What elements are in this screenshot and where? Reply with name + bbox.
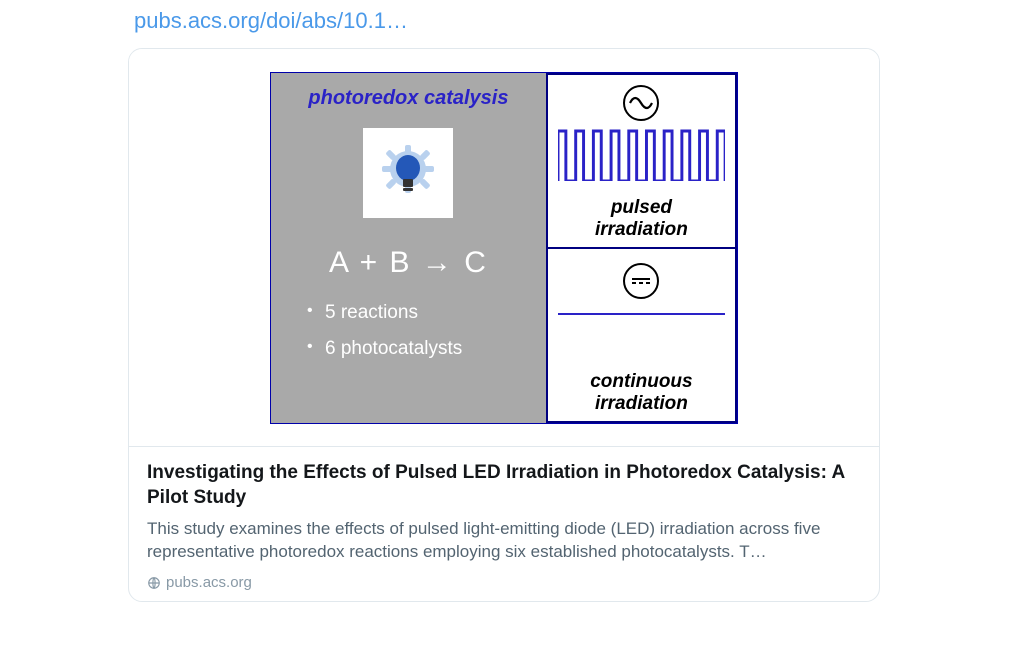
graphic-left-title: photoredox catalysis xyxy=(285,87,532,110)
lightbulb-icon xyxy=(376,141,440,205)
dc-source-icon xyxy=(623,263,659,299)
card-domain-row: pubs.acs.org xyxy=(147,574,861,591)
graphic-bullet-list: 5 reactions 6 photocatalysts xyxy=(285,302,532,360)
source-url-link[interactable]: pubs.acs.org/doi/abs/10.1… xyxy=(134,8,408,34)
pulsed-waveform xyxy=(558,127,725,181)
bullet-item: 5 reactions xyxy=(307,302,532,324)
card-domain-text: pubs.acs.org xyxy=(166,574,252,591)
continuous-waveform xyxy=(558,313,725,315)
ac-source-icon xyxy=(623,85,659,121)
card-description: This study examines the effects of pulse… xyxy=(147,518,861,564)
card-hero-image: photoredox catalysis xyxy=(129,49,879,447)
link-preview-card[interactable]: photoredox catalysis xyxy=(128,48,880,602)
bullet-item: 6 photocatalysts xyxy=(307,338,532,360)
link-icon xyxy=(147,576,161,590)
continuous-caption: continuousirradiation xyxy=(548,371,735,415)
reaction-equation: A + B → C xyxy=(285,246,532,280)
lightbulb-icon-box xyxy=(363,128,453,218)
card-title: Investigating the Effects of Pulsed LED … xyxy=(147,461,861,510)
graphic-right-panel: pulsedirradiation continuousirradiation xyxy=(546,73,737,423)
pulsed-caption: pulsedirradiation xyxy=(548,197,735,241)
graphic-left-panel: photoredox catalysis xyxy=(271,73,546,423)
card-body: Investigating the Effects of Pulsed LED … xyxy=(129,447,879,601)
continuous-box: continuousirradiation xyxy=(546,249,737,423)
pulsed-box: pulsedirradiation xyxy=(546,73,737,249)
abstract-graphic: photoredox catalysis xyxy=(270,72,738,424)
